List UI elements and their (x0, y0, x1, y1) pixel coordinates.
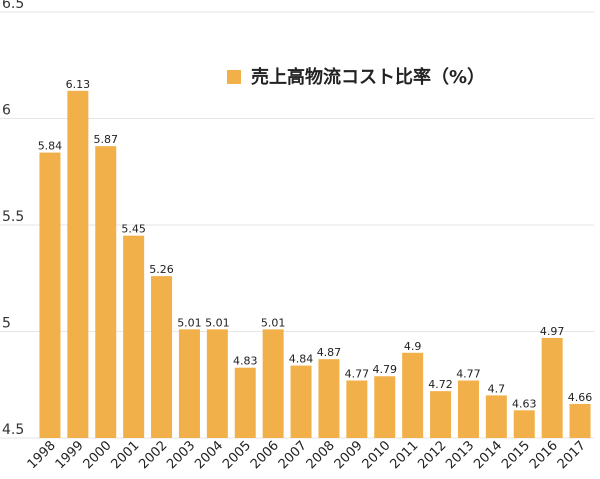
x-tick-label-2016: 2016 (527, 438, 561, 472)
y-tick-label: 5.5 (2, 209, 24, 225)
x-tick-label-2017: 2017 (555, 438, 589, 472)
bar-2012 (430, 391, 452, 438)
x-tick-label-2012: 2012 (415, 438, 449, 472)
bar-2016 (541, 337, 563, 438)
data-label-2004: 5.01 (205, 316, 230, 329)
data-label-2009: 4.77 (345, 367, 370, 380)
bar-2005 (234, 367, 256, 438)
y-tick-label: 6.5 (2, 0, 24, 12)
x-tick-label-2013: 2013 (443, 438, 477, 472)
x-tick-label-2015: 2015 (499, 438, 533, 472)
bar-2015 (513, 410, 535, 438)
bar-2014 (485, 395, 507, 438)
legend: 売上高物流コスト比率（%） (227, 66, 485, 88)
data-labels: 5.846.135.875.455.265.01 5.014.835.014.84… (38, 78, 593, 411)
bar-2002 (151, 276, 173, 438)
x-tick-label-2009: 2009 (332, 438, 366, 472)
x-tick-label-1999: 1999 (53, 438, 87, 472)
x-tick-label-2001: 2001 (108, 438, 142, 472)
x-tick-label-2004: 2004 (192, 438, 226, 472)
bar-2006 (262, 329, 284, 438)
data-label-2006: 5.01 (261, 316, 286, 329)
bar-2017 (569, 403, 591, 438)
data-label-2008: 4.87 (317, 346, 342, 359)
data-label-2007: 4.84 (289, 353, 314, 366)
legend-label: 売上高物流コスト比率（%） (251, 66, 485, 88)
x-tick-label-2010: 2010 (360, 438, 394, 472)
x-tick-label-2003: 2003 (164, 438, 198, 472)
y-tick-label: 5 (2, 316, 11, 332)
x-tick-label-2008: 2008 (304, 438, 338, 472)
data-label-2005: 4.83 (233, 355, 258, 368)
data-label-2001: 5.45 (121, 223, 146, 236)
data-label-2003: 5.01 (177, 316, 202, 329)
x-tick-label-2006: 2006 (248, 438, 282, 472)
data-label-1999: 6.13 (66, 78, 91, 91)
x-tick-label-2007: 2007 (276, 438, 310, 472)
x-tick-label-2014: 2014 (471, 438, 505, 472)
data-label-2015: 4.63 (512, 397, 537, 410)
bar-2008 (318, 359, 340, 438)
bar-2001 (123, 235, 145, 438)
x-tick-label-2005: 2005 (220, 438, 254, 472)
bar-2000 (95, 146, 117, 438)
bar-2004 (206, 329, 228, 438)
x-tick-label-1998: 1998 (25, 438, 59, 472)
data-label-2013: 4.77 (456, 367, 481, 380)
x-tick-label-2000: 2000 (81, 438, 115, 472)
data-label-2000: 5.87 (94, 133, 119, 146)
y-tick-label: 6 (2, 103, 11, 119)
y-tick-label: 4.5 (2, 422, 24, 438)
bar-2010 (374, 376, 396, 438)
data-label-2016: 4.97 (540, 325, 565, 338)
data-label-2002: 5.26 (149, 263, 174, 276)
x-axis-ticks: 1998199920002001200220032004200520062007… (25, 438, 589, 472)
bar-2011 (402, 352, 424, 438)
legend-swatch (227, 70, 241, 84)
bar-1999 (67, 90, 89, 438)
bar-2013 (457, 380, 479, 438)
bars (39, 90, 591, 438)
x-tick-label-2002: 2002 (136, 438, 170, 472)
data-label-2014: 4.7 (488, 382, 506, 395)
y-axis-ticks: 4.5 5 5.5 6 6.5 (2, 0, 24, 438)
data-label-2017: 4.66 (568, 391, 593, 404)
data-label-1998: 5.84 (38, 140, 63, 153)
data-label-2010: 4.79 (373, 363, 398, 376)
bar-2007 (290, 365, 312, 438)
bar-2003 (178, 329, 200, 438)
x-tick-label-2011: 2011 (387, 438, 421, 472)
data-label-2011: 4.9 (404, 340, 422, 353)
bar-1998 (39, 152, 61, 438)
data-label-2012: 4.72 (428, 378, 453, 391)
bar-2009 (346, 380, 368, 438)
